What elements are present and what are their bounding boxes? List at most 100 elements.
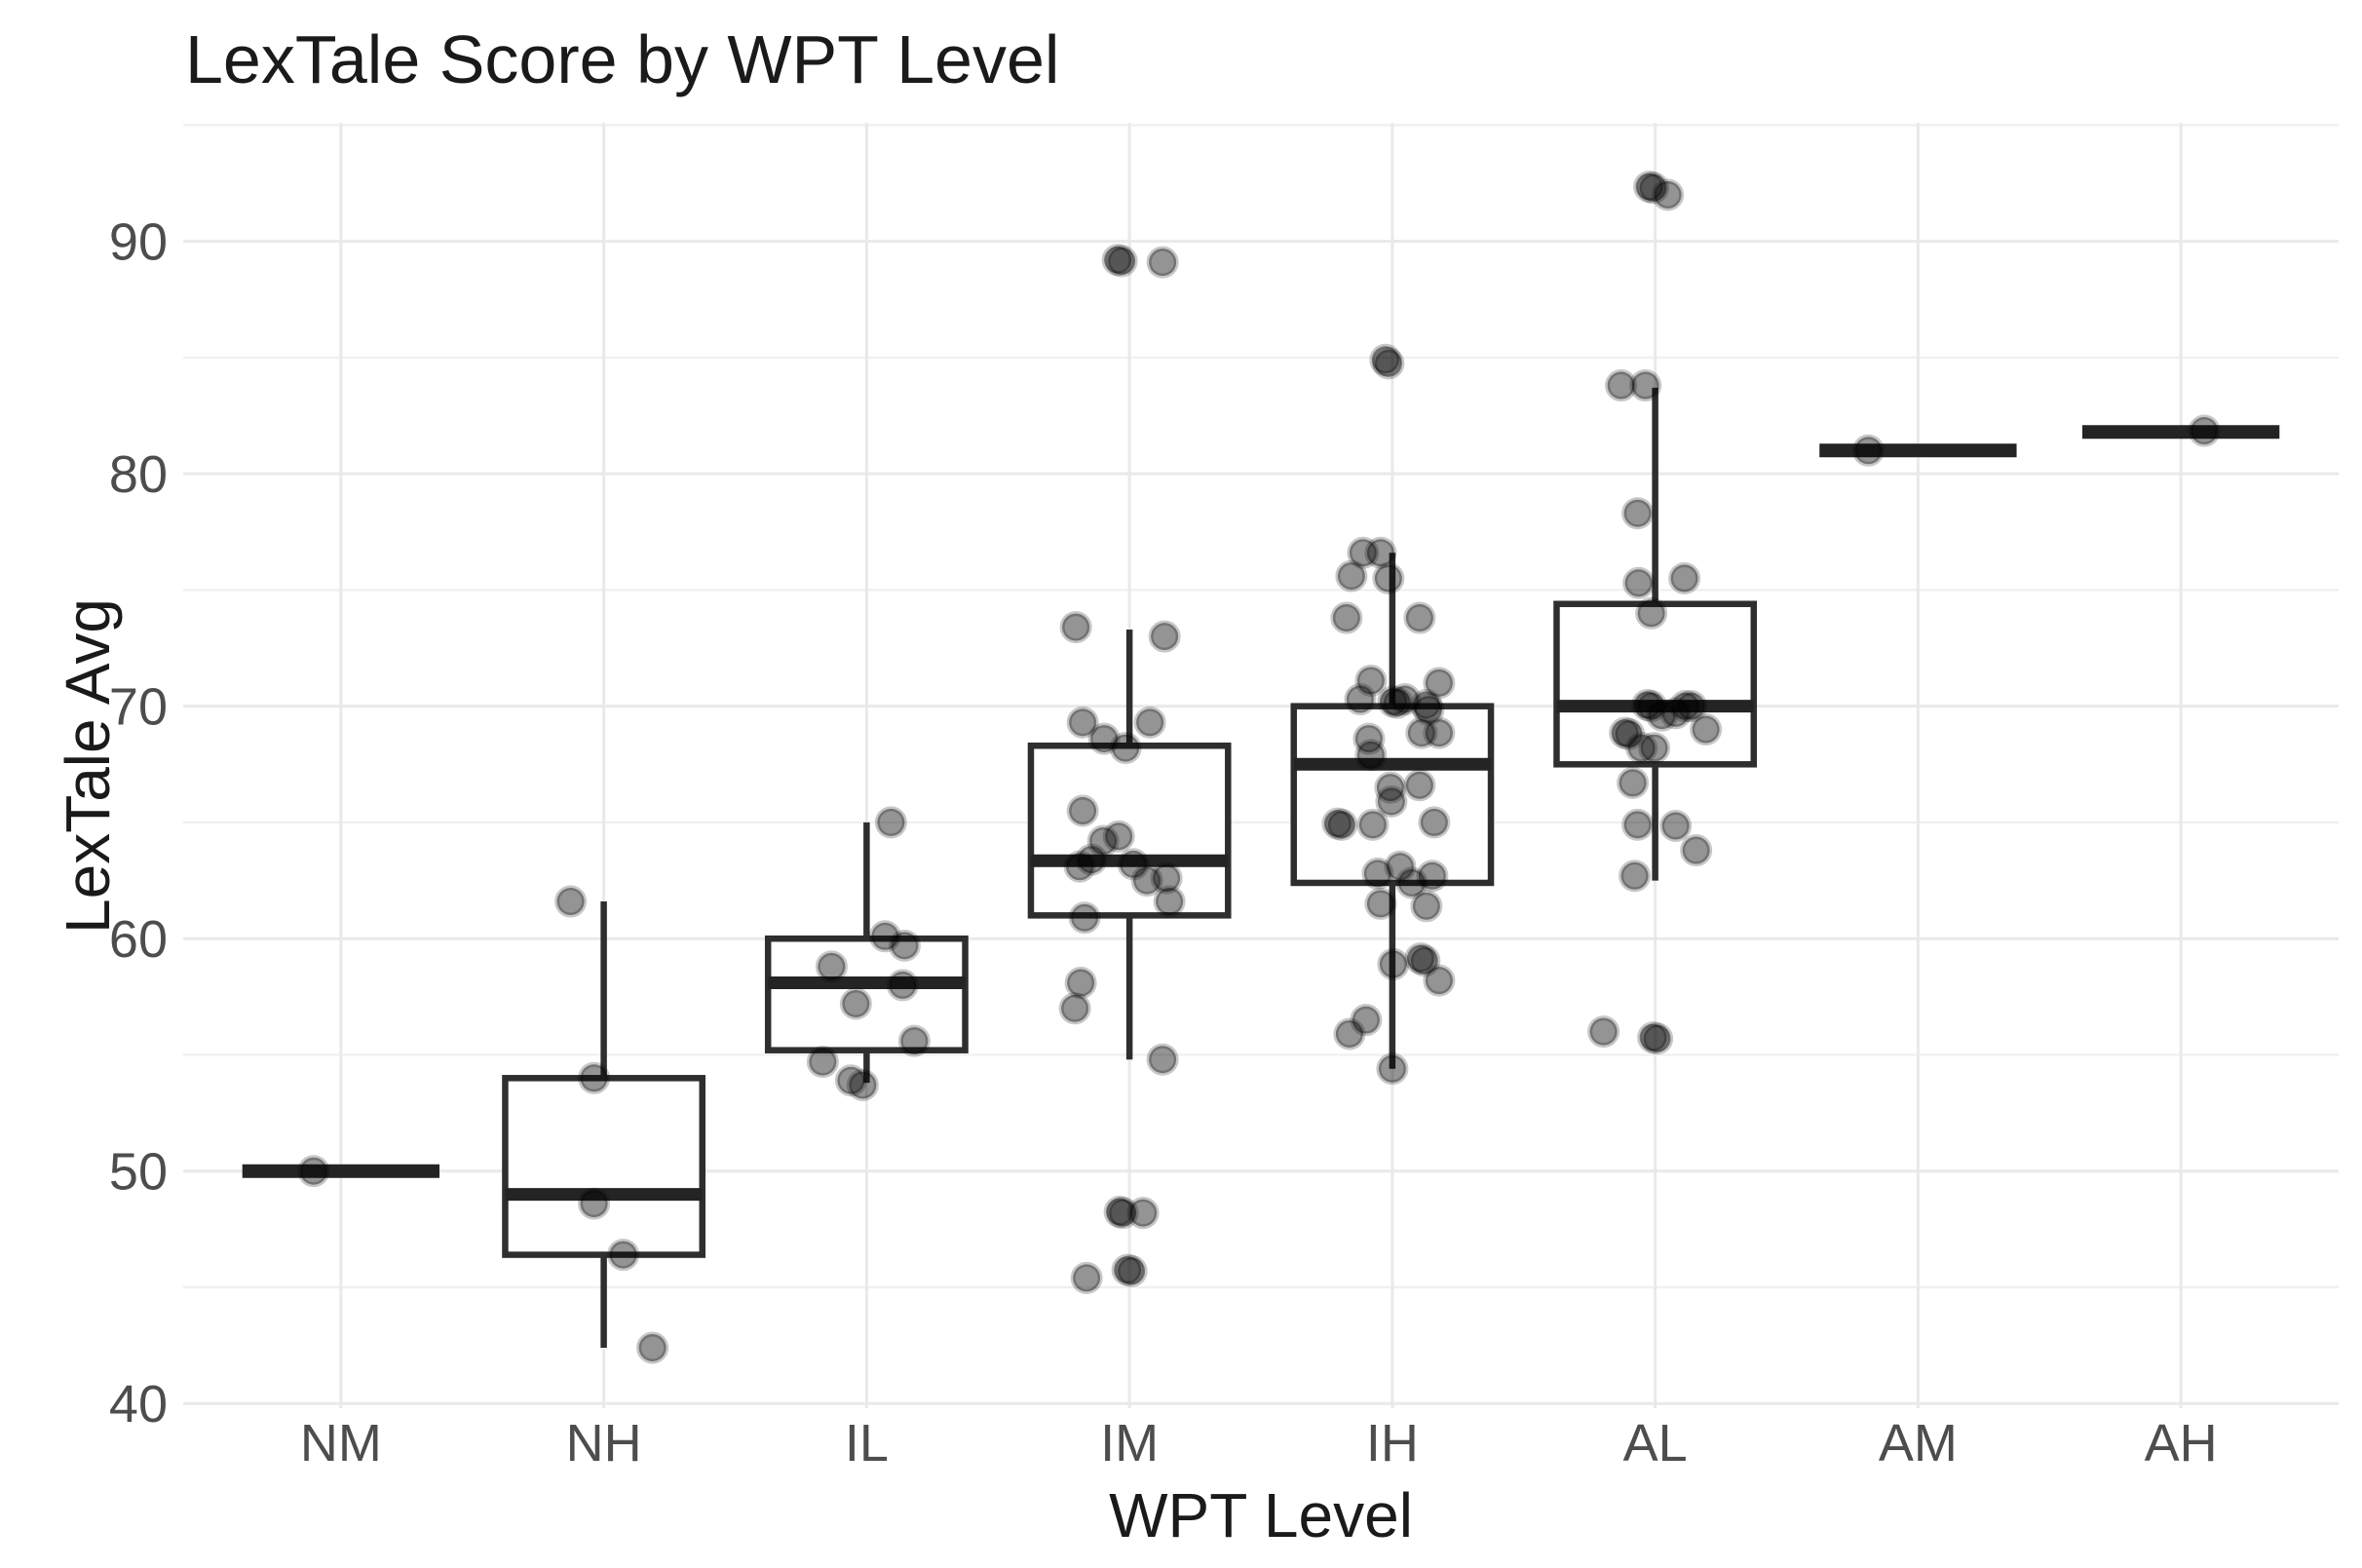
jitter-point xyxy=(607,1239,640,1272)
jitter-point xyxy=(1621,808,1655,841)
jitter-point xyxy=(1410,688,1443,721)
jitter-point xyxy=(1418,806,1451,839)
x-tick-label: NH xyxy=(566,1414,642,1472)
jitter-point xyxy=(1637,1021,1670,1054)
jitter-point xyxy=(1659,697,1693,730)
x-tick-label: IL xyxy=(845,1414,889,1472)
jitter-point xyxy=(888,929,921,962)
jitter-point xyxy=(1635,596,1668,630)
jitter-point xyxy=(1659,810,1693,843)
jitter-point xyxy=(839,987,872,1020)
jitter-point xyxy=(815,950,848,983)
box xyxy=(502,1075,706,1258)
jitter-point xyxy=(1068,901,1101,935)
y-tick-label: 80 xyxy=(109,445,168,504)
y-tick-label: 40 xyxy=(109,1375,168,1434)
jitter-point xyxy=(1372,561,1405,594)
jitter-point xyxy=(1410,890,1443,923)
jitter-point xyxy=(1133,706,1166,739)
jitter-point xyxy=(1372,347,1405,380)
jitter-point xyxy=(1066,794,1099,827)
jitter-point xyxy=(1377,685,1410,718)
jitter-point xyxy=(1153,885,1186,918)
jitter-point xyxy=(1321,807,1354,840)
y-tick-label: 70 xyxy=(109,678,168,737)
jitter-point xyxy=(1412,693,1445,726)
jitter-point xyxy=(868,920,901,953)
jitter-point xyxy=(297,1155,330,1188)
jitter-point xyxy=(1646,699,1679,732)
jitter-point xyxy=(1587,1015,1620,1049)
jitter-point xyxy=(1395,866,1429,899)
jitter-point xyxy=(1146,246,1179,279)
boxplots xyxy=(242,387,2280,1348)
jitter-point xyxy=(1613,717,1646,750)
jitter-point xyxy=(1325,808,1358,841)
jitter-point xyxy=(1347,536,1380,569)
jitter-point xyxy=(1652,178,1685,211)
jitter-point xyxy=(1622,566,1656,599)
y-tick-label: 50 xyxy=(109,1143,168,1202)
jitter-point xyxy=(1369,343,1402,376)
jitter-point xyxy=(1680,834,1713,867)
jitter-point xyxy=(1130,864,1163,898)
jitter-point xyxy=(1408,944,1441,977)
jitter-point xyxy=(1633,171,1666,204)
jitter-point xyxy=(1423,716,1456,749)
jitter-point xyxy=(1075,843,1108,876)
jitter-point xyxy=(1637,172,1670,205)
jitter-point xyxy=(1070,1261,1103,1294)
jitter-point xyxy=(1350,1004,1383,1037)
jitter-point xyxy=(1102,820,1135,853)
jitter-point xyxy=(1059,611,1092,644)
jitter-point xyxy=(1631,688,1664,721)
jitter-point xyxy=(636,1331,669,1364)
x-tick-label: IH xyxy=(1366,1414,1419,1472)
jitter-point xyxy=(886,969,919,1002)
jitter-point xyxy=(1111,1253,1144,1286)
x-tick-label: AL xyxy=(1623,1414,1688,1472)
jitter-point xyxy=(1605,369,1638,402)
plot-title: LexTale Score by WPT Level xyxy=(185,21,1059,97)
jitter-point xyxy=(1063,850,1096,883)
jitter-point xyxy=(1335,559,1368,593)
jitter-point xyxy=(1101,244,1134,277)
jitter-point xyxy=(1405,716,1438,749)
jitter-point xyxy=(1669,690,1702,723)
jitter-point xyxy=(1086,824,1120,858)
jitter-point xyxy=(834,1064,867,1097)
box xyxy=(1290,703,1495,887)
jitter-point xyxy=(874,806,907,839)
jitter-point xyxy=(1668,561,1701,594)
jitter-point xyxy=(1416,860,1449,893)
jitter-point xyxy=(1148,620,1181,653)
jitter-point xyxy=(1117,848,1150,881)
jitter-point xyxy=(1384,850,1417,883)
box xyxy=(764,935,969,1053)
x-axis-title: WPT Level xyxy=(1109,1480,1413,1550)
jitter-point xyxy=(846,1068,879,1101)
y-tick-label: 60 xyxy=(109,910,168,969)
jitter-point xyxy=(1105,245,1138,278)
jitter-point xyxy=(1354,739,1388,772)
jitter-point xyxy=(1619,860,1652,893)
jitter-point xyxy=(1354,664,1388,697)
jitter-point xyxy=(1150,861,1183,895)
box xyxy=(1553,600,1758,768)
jitter-point xyxy=(1629,369,1662,402)
jitter-point xyxy=(1374,771,1407,804)
jitter-point xyxy=(1675,690,1708,723)
jitter-point xyxy=(1066,706,1099,739)
jitter-point xyxy=(1376,1052,1409,1086)
jitter-point xyxy=(1109,732,1142,765)
jitter-point xyxy=(1087,722,1121,755)
jitter-point xyxy=(1690,713,1723,746)
jitter-point xyxy=(1058,992,1091,1025)
jitter-point xyxy=(1330,601,1363,634)
jitter-point xyxy=(578,1061,611,1094)
x-tick-label: AH xyxy=(2145,1414,2218,1472)
jitter-point xyxy=(1381,686,1414,719)
jitter-point xyxy=(1064,967,1097,1000)
